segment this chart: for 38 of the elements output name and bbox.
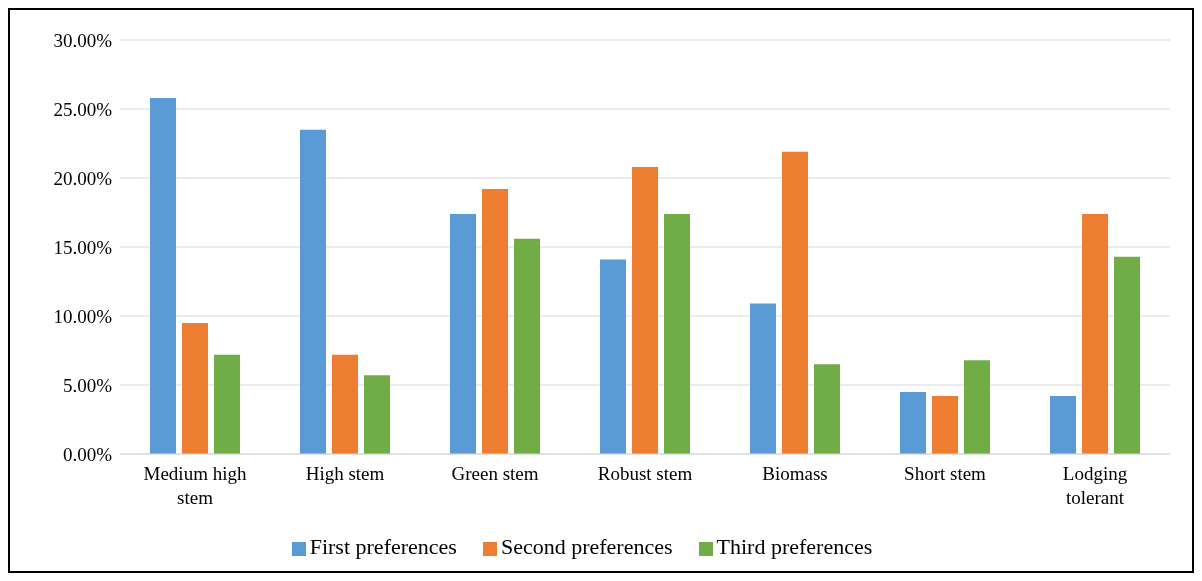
- bar: [964, 360, 990, 454]
- bar: [664, 213, 690, 454]
- x-tick-label: Green stem: [451, 463, 539, 484]
- bar: [600, 259, 626, 454]
- x-tick-label: Lodging tolerant: [1062, 463, 1128, 508]
- bar: [814, 364, 840, 454]
- x-tick-label: Short stem: [904, 463, 987, 484]
- y-tick-label: 20.00%: [53, 167, 113, 189]
- y-tick-label: 30.00%: [53, 29, 113, 51]
- y-tick-label: 25.00%: [53, 98, 113, 120]
- bar: [900, 391, 926, 454]
- bar: [150, 97, 176, 454]
- bar: [364, 375, 390, 454]
- bar: [1114, 256, 1140, 454]
- y-tick-label: 10.00%: [53, 305, 113, 327]
- bar: [782, 151, 808, 454]
- bar: [932, 396, 958, 454]
- legend-label: First preferences: [309, 534, 457, 559]
- bar: [1050, 396, 1076, 454]
- x-tick-label: Biomass: [762, 463, 828, 484]
- bar: [450, 213, 476, 454]
- bar: [1082, 213, 1108, 454]
- y-tick-label: 0.00%: [62, 443, 113, 465]
- bar: [750, 303, 776, 454]
- legend-label: Third preferences: [716, 534, 873, 559]
- bar: [182, 322, 208, 454]
- bar: [300, 129, 326, 454]
- y-tick-label: 15.00%: [53, 236, 113, 258]
- y-tick-label: 5.00%: [62, 374, 113, 396]
- bar: [332, 354, 358, 454]
- legend-label: Second preferences: [500, 534, 673, 559]
- bar: [632, 166, 658, 454]
- bar: [514, 238, 540, 454]
- bar: [482, 189, 508, 454]
- x-tick-label: High stem: [305, 463, 385, 484]
- bar: [214, 354, 240, 454]
- x-tick-label: Robust stem: [597, 463, 693, 484]
- x-tick-label: Medium high stem: [143, 463, 247, 508]
